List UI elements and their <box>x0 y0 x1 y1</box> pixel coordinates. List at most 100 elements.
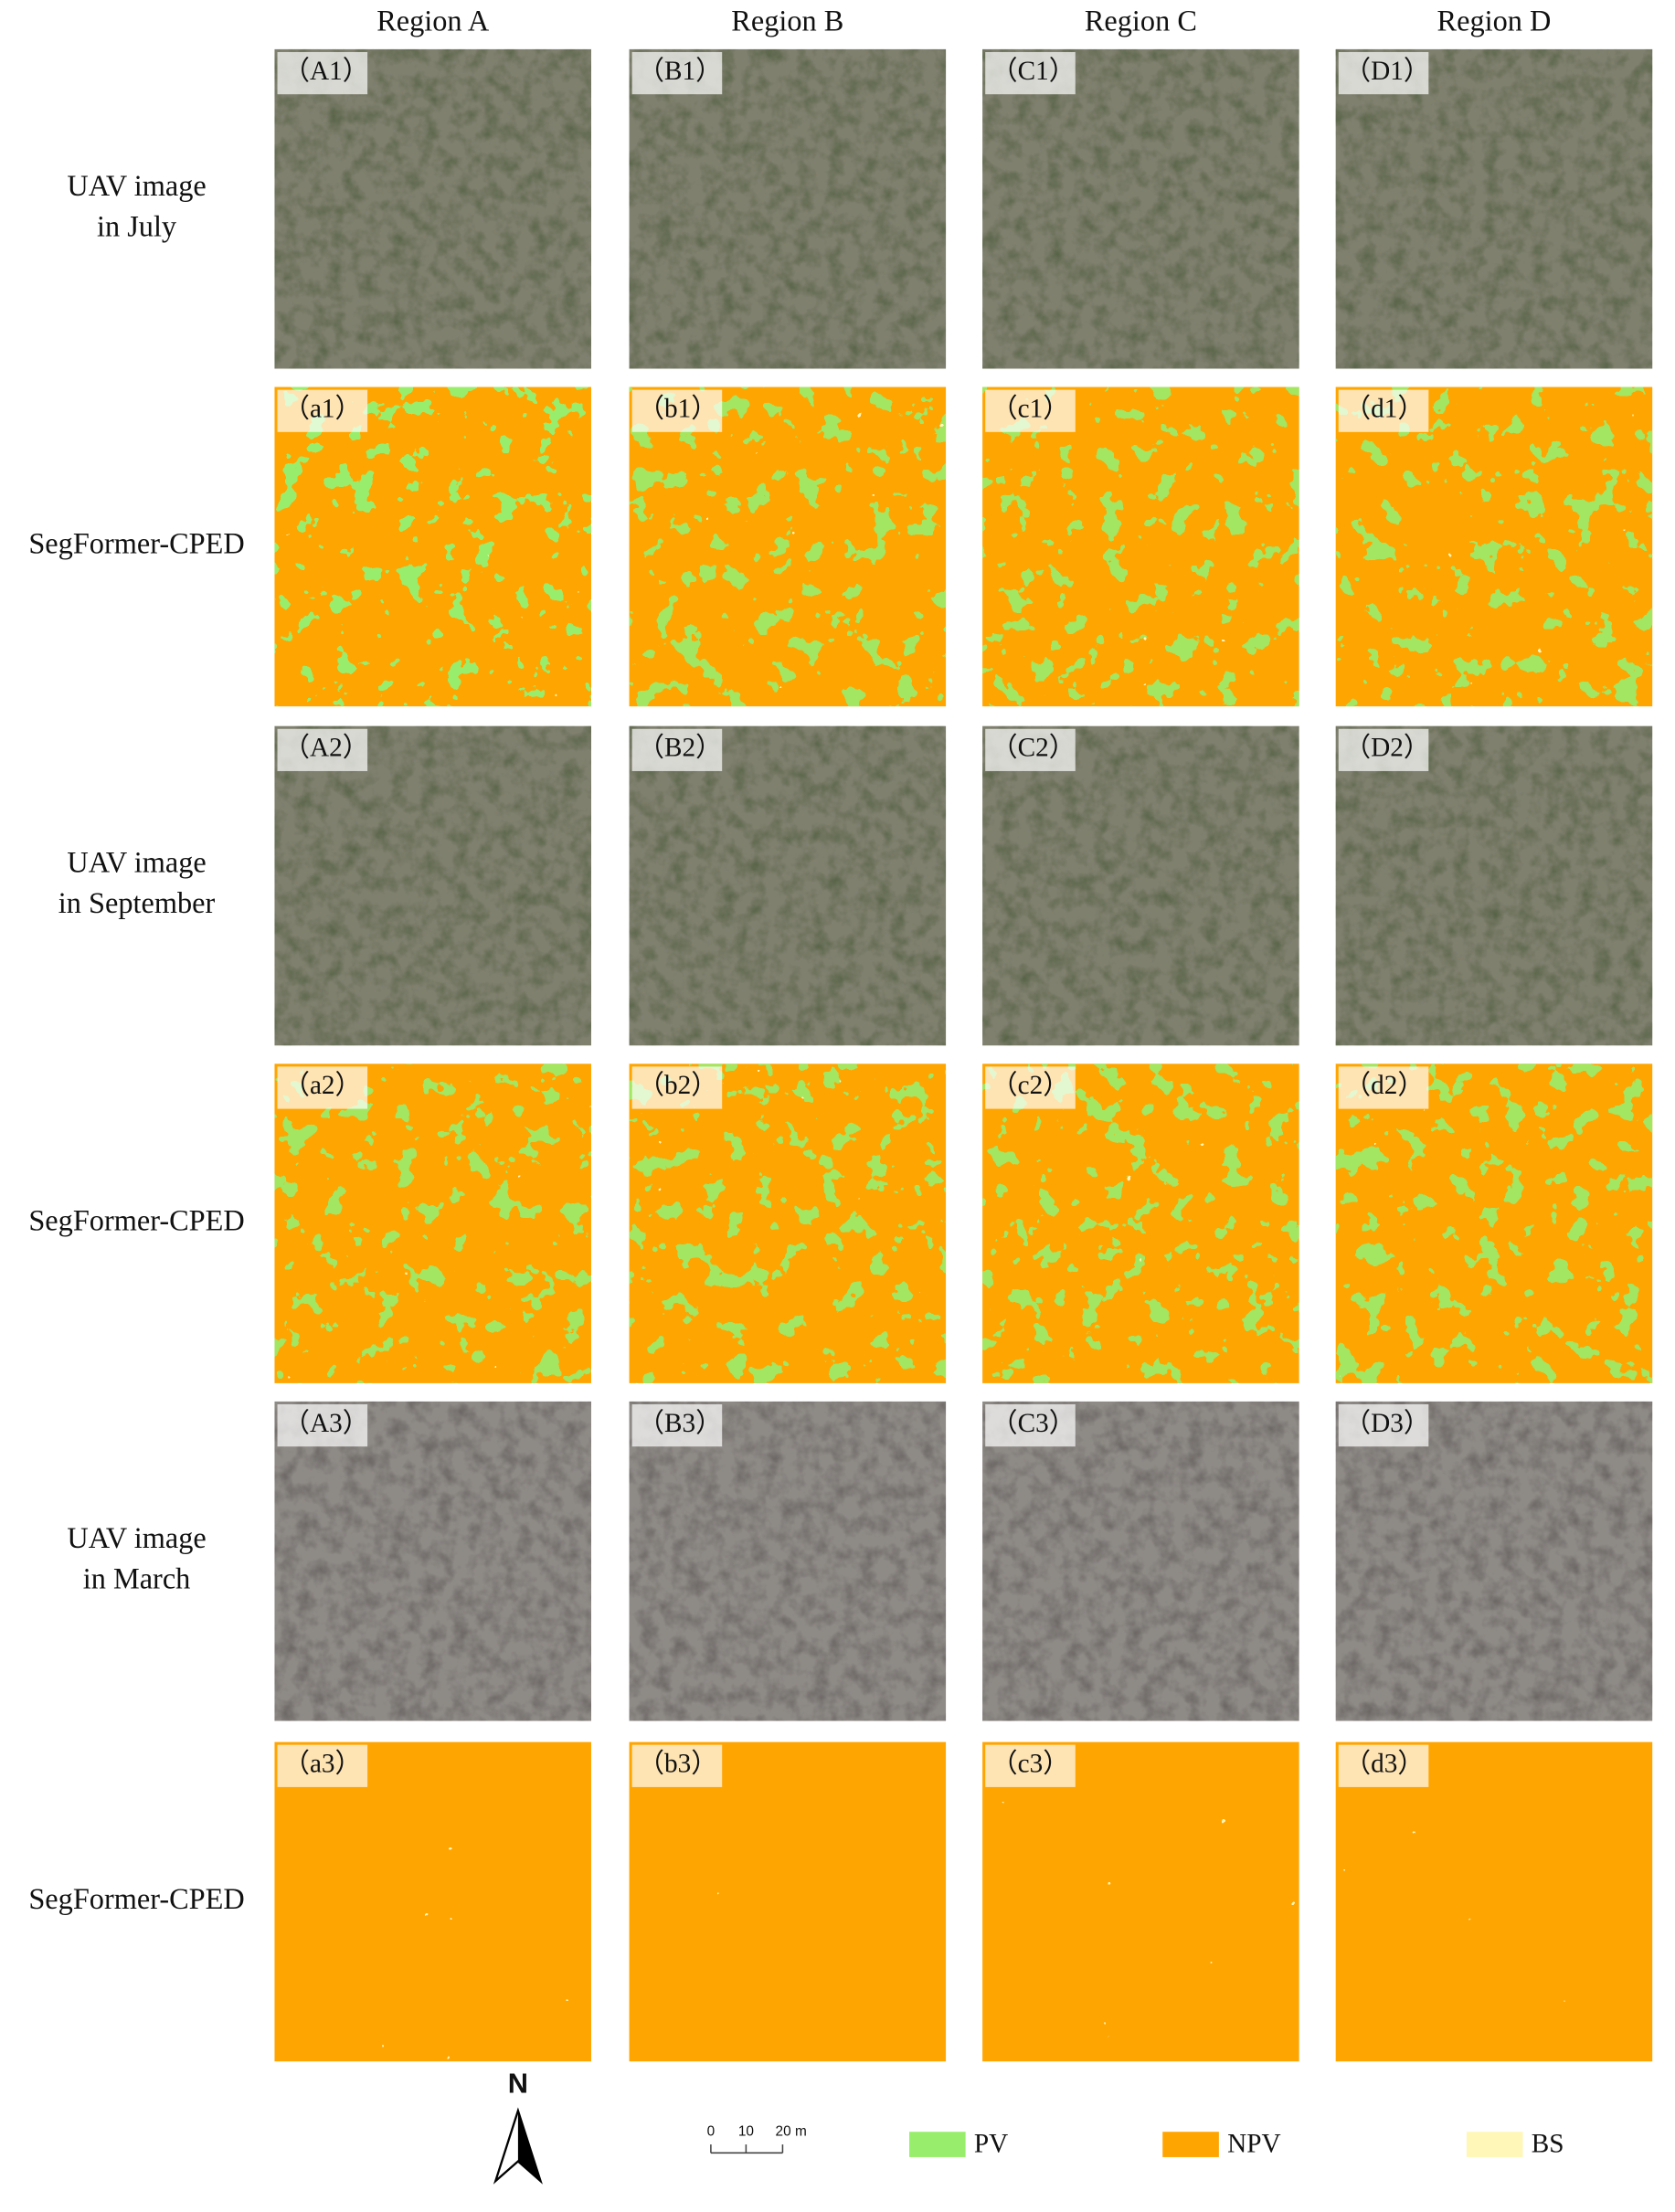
row-label: SegFormer-CPED <box>28 1204 244 1237</box>
row-label: in March <box>83 1561 191 1594</box>
panel-label: （a1） <box>283 394 362 423</box>
legend-label: BS <box>1532 2129 1564 2158</box>
panel: （D1） <box>1335 48 1653 369</box>
column-header: Region C <box>1085 5 1197 37</box>
panel-label: （c2） <box>991 1071 1069 1100</box>
panel-grid: Region A Region B Region C Region D UAV imag… <box>28 5 1653 2062</box>
panel: （a2） <box>274 1064 591 1383</box>
uav-texture <box>1335 1401 1653 1721</box>
panel-label: （C3） <box>991 1409 1076 1438</box>
bs-patches <box>982 1741 1299 2062</box>
panel-label: （c3） <box>991 1750 1069 1779</box>
panel-label-bg <box>277 1066 368 1109</box>
panel-label-bg <box>985 1066 1076 1109</box>
uav-texture <box>1335 725 1653 1046</box>
bs-patches <box>1335 386 1653 707</box>
uav-texture <box>982 725 1299 1046</box>
panel: （C3） <box>982 1401 1299 1721</box>
panel-label-bg <box>1338 728 1429 771</box>
scale-label: 10 <box>738 2123 754 2139</box>
panel-label-bg <box>277 389 368 432</box>
panel-label-bg <box>985 1744 1076 1787</box>
panel-label: （A2） <box>283 734 369 763</box>
scale-label: 0 <box>707 2123 716 2139</box>
uav-texture <box>274 48 591 369</box>
panel: （D2） <box>1335 725 1653 1046</box>
panel: （A2） <box>274 725 591 1046</box>
legend-swatch <box>909 2132 966 2157</box>
uav-texture <box>629 725 947 1046</box>
uav-texture <box>274 725 591 1046</box>
uav-texture <box>982 1401 1299 1721</box>
uav-texture <box>982 48 1299 369</box>
bs-patches <box>629 1064 947 1383</box>
bs-patches <box>274 386 591 707</box>
panel: （a3） <box>274 1741 591 2062</box>
panel-label-bg <box>1338 1403 1429 1447</box>
panel: （c3） <box>982 1741 1299 2062</box>
row-label: SegFormer-CPED <box>28 527 244 560</box>
panel-label-bg <box>985 51 1076 95</box>
panel: （d1） <box>1335 386 1653 707</box>
panel-label-bg <box>1338 1744 1429 1787</box>
panel-label: （b3） <box>638 1750 718 1779</box>
column-header: Region B <box>731 5 843 37</box>
panel-label: （d1） <box>1344 394 1425 423</box>
panel-label: （C2） <box>991 734 1076 763</box>
row-label: in July <box>97 209 177 242</box>
panel-label-bg <box>631 728 723 771</box>
row-label: in September <box>58 886 216 919</box>
panel-label-bg <box>631 1403 723 1447</box>
panel-label: （D2） <box>1344 734 1430 763</box>
panel-label: （B3） <box>638 1409 723 1438</box>
panel-label: （a3） <box>283 1750 362 1779</box>
panel: （C1） <box>982 48 1299 369</box>
uav-texture <box>274 1401 591 1721</box>
panel-label-bg <box>277 1403 368 1447</box>
panel-label-bg <box>631 51 723 95</box>
panel: （c2） <box>982 1064 1299 1383</box>
panel-label-bg <box>631 1066 723 1109</box>
uav-texture <box>629 48 947 369</box>
bs-patches <box>1335 1064 1653 1383</box>
panel: （A1） <box>274 48 591 369</box>
panel-label-bg <box>1338 1066 1429 1109</box>
panel-label: （b2） <box>638 1071 718 1100</box>
column-header: Region D <box>1437 5 1552 37</box>
panel-label: （B1） <box>638 57 723 86</box>
panel-label: （c1） <box>991 394 1069 423</box>
panel: （B3） <box>629 1401 947 1721</box>
panel-label: （A1） <box>283 57 369 86</box>
panel: （b2） <box>629 1064 947 1383</box>
bs-patches <box>629 1741 947 2062</box>
panel-label-bg <box>631 389 723 432</box>
legend-swatch <box>1162 2132 1219 2157</box>
panel: （D3） <box>1335 1401 1653 1721</box>
panel-label-bg <box>985 389 1076 432</box>
panel-label: （A3） <box>283 1409 369 1438</box>
panel-label: （D1） <box>1344 57 1430 86</box>
panel-label-bg <box>631 1744 723 1787</box>
panel-label: （B2） <box>638 734 723 763</box>
row-label: UAV image <box>67 846 206 879</box>
north-label: N <box>508 2068 528 2100</box>
north-arrow-fill <box>517 2111 541 2182</box>
panel-label-bg <box>277 51 368 95</box>
panel-label: （a2） <box>283 1071 362 1100</box>
legend-swatch <box>1466 2132 1523 2157</box>
uav-texture <box>629 1401 947 1721</box>
legend-label: PV <box>974 2129 1008 2158</box>
row-label: UAV image <box>67 1521 206 1554</box>
scale-label: 20 m <box>776 2123 807 2139</box>
panel-label: （d2） <box>1344 1071 1425 1100</box>
bs-patches <box>1335 1741 1653 2062</box>
panel: （a1） <box>274 386 591 707</box>
panel-label: （C1） <box>991 57 1076 86</box>
bs-patches <box>274 1064 591 1383</box>
panel: （B2） <box>629 725 947 1046</box>
row-label: UAV image <box>67 169 206 202</box>
panel: （C2） <box>982 725 1299 1046</box>
row-label: SegFormer-CPED <box>28 1882 244 1915</box>
